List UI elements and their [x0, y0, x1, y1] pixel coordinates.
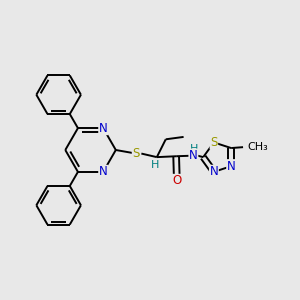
Text: O: O — [172, 174, 182, 188]
Text: S: S — [132, 147, 140, 160]
Text: N: N — [189, 149, 198, 162]
Text: N: N — [227, 160, 236, 173]
Text: H: H — [151, 160, 160, 170]
Text: CH₃: CH₃ — [247, 142, 268, 152]
Text: H: H — [190, 144, 198, 154]
Text: S: S — [210, 136, 218, 149]
Text: N: N — [209, 165, 218, 178]
Text: N: N — [99, 165, 108, 178]
Text: N: N — [99, 122, 108, 135]
